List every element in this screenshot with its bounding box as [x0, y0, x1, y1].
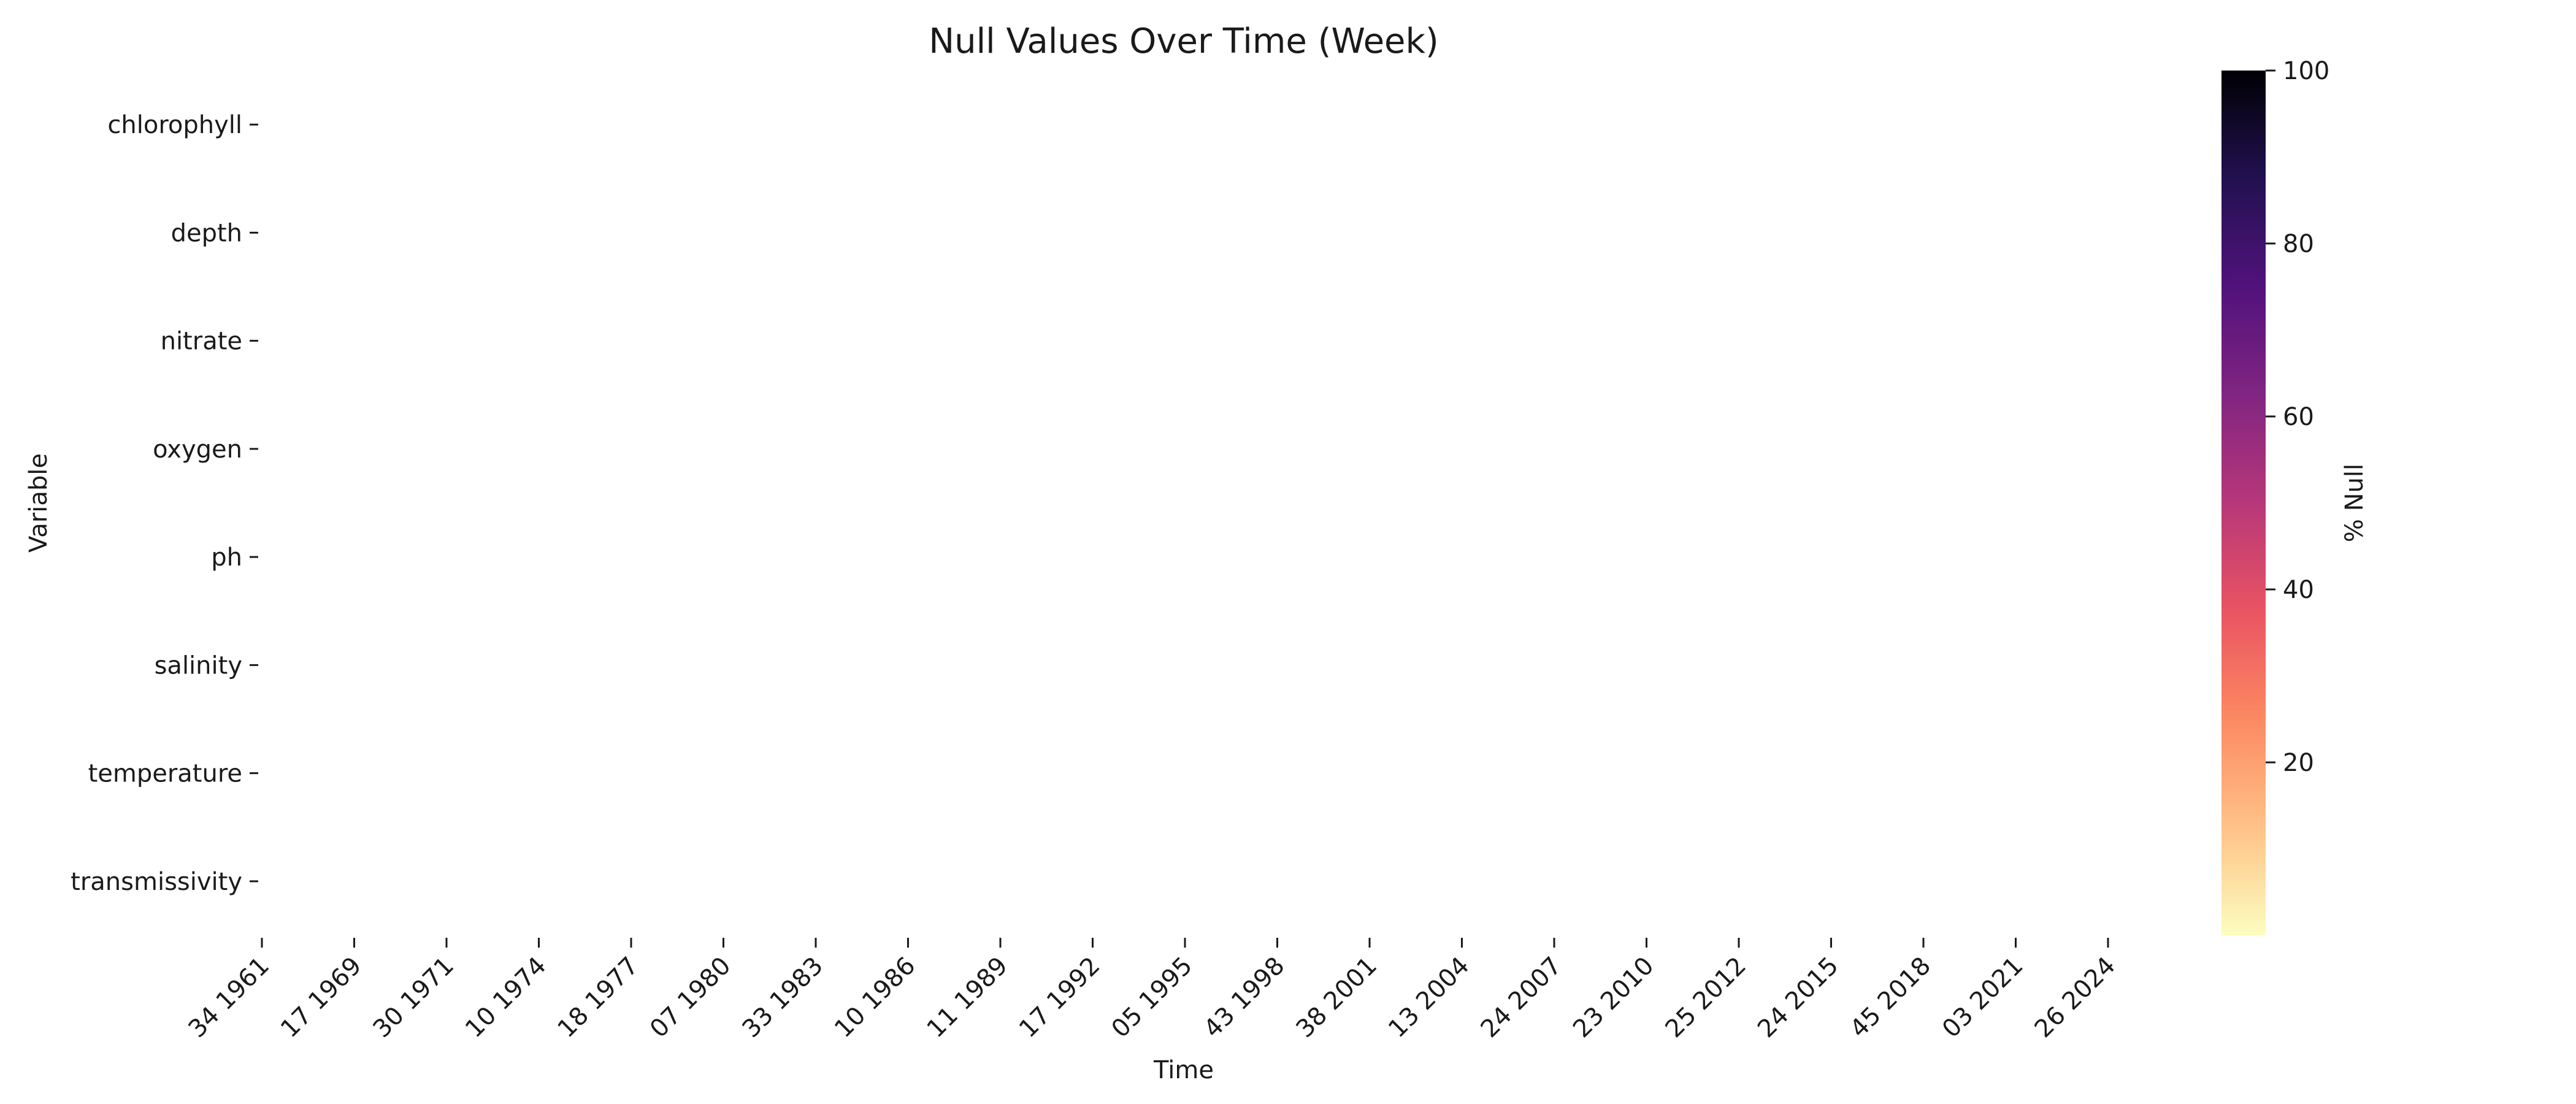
colorbar-tick-label-80: 80: [2283, 230, 2314, 258]
heatmap-background: [261, 71, 2107, 935]
x-tick-label-10: 05 1995: [1106, 952, 1198, 1043]
x-tick-label-4: 18 1977: [553, 952, 644, 1043]
x-tick-label-11: 43 1998: [1198, 952, 1290, 1043]
y-tick-label-depth: depth: [171, 219, 242, 247]
colorbar-gradient: [2221, 71, 2266, 935]
x-tick-label-16: 25 2012: [1660, 952, 1752, 1043]
heatmap-plot-area: [261, 71, 2107, 935]
x-tick-label-2: 30 1971: [368, 952, 459, 1043]
y-tick-label-ph: ph: [211, 543, 242, 572]
y-tick-label-chlorophyll: chlorophyll: [107, 111, 242, 139]
y-tick-label-temperature: temperature: [88, 760, 242, 788]
colorbar: 20 40 60 80 100 % Null: [2221, 57, 2369, 935]
x-tick-label-5: 07 1980: [645, 952, 736, 1043]
x-tick-label-15: 23 2010: [1568, 952, 1659, 1043]
y-tick-label-nitrate: nitrate: [161, 328, 242, 356]
x-axis-label: Time: [1153, 1056, 1214, 1084]
y-axis: chlorophyll depth nitrate oxygen ph salinity t…: [71, 111, 258, 896]
x-tick-label-14: 24 2007: [1476, 952, 1567, 1043]
y-tick-label-salinity: salinity: [155, 651, 242, 680]
x-tick-label-7: 10 1986: [829, 952, 921, 1043]
y-tick-label-transmissivity: transmissivity: [71, 868, 242, 896]
x-tick-label-0: 34 1961: [183, 952, 275, 1043]
x-tick-label-8: 11 1989: [922, 952, 1013, 1043]
y-axis-label: Variable: [25, 453, 53, 553]
colorbar-tick-label-20: 20: [2283, 749, 2314, 777]
x-tick-label-6: 33 1983: [737, 952, 829, 1043]
x-tick-label-13: 13 2004: [1383, 952, 1474, 1043]
chart-title: Null Values Over Time (Week): [929, 21, 1439, 61]
colorbar-tick-label-40: 40: [2283, 576, 2314, 604]
colorbar-label: % Null: [2340, 464, 2369, 542]
x-tick-label-20: 26 2024: [2030, 952, 2121, 1043]
x-tick-label-9: 17 1992: [1014, 952, 1105, 1043]
colorbar-tick-label-100: 100: [2283, 57, 2329, 85]
x-axis: 34 1961 17 1969 30 1971 10 1974 18 1977 07 19…: [183, 938, 2121, 1043]
x-tick-label-18: 45 2018: [1845, 952, 1936, 1043]
colorbar-ticks: 20 40 60 80 100: [2266, 57, 2329, 777]
colorbar-tick-label-60: 60: [2283, 403, 2314, 431]
x-tick-label-17: 24 2015: [1752, 952, 1844, 1043]
x-tick-label-1: 17 1969: [275, 952, 367, 1043]
x-tick-label-19: 03 2021: [1937, 952, 2028, 1043]
x-tick-label-12: 38 2001: [1291, 952, 1382, 1043]
y-tick-label-oxygen: oxygen: [153, 435, 242, 464]
x-tick-label-3: 10 1974: [460, 952, 551, 1043]
